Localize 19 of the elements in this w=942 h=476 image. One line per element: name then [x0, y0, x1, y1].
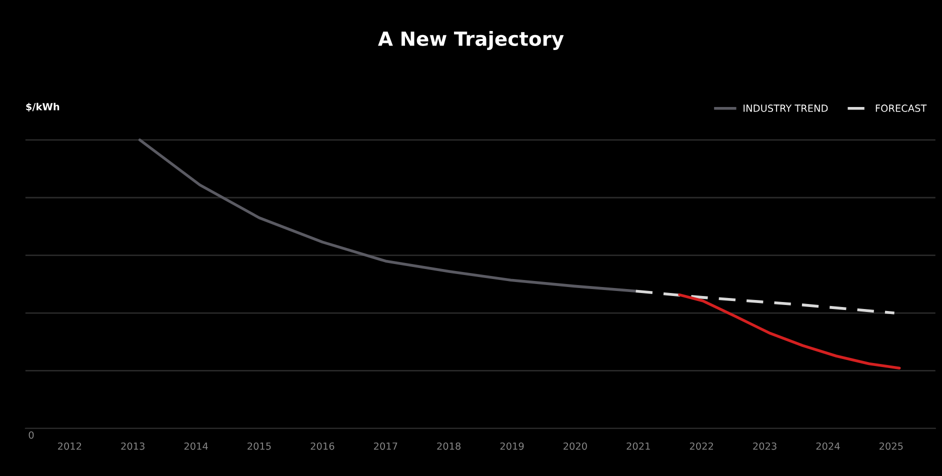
x-tick-label: 2025 [880, 442, 903, 450]
x-tick-label: 2018 [437, 442, 461, 450]
chart-title: A New Trajectory [378, 30, 564, 50]
x-tick-label: 2023 [753, 442, 776, 450]
x-tick-label: 2012 [58, 442, 82, 450]
x-tick-label: 2022 [690, 442, 713, 450]
y-axis-title: $/kWh [26, 102, 60, 112]
x-tick-label: 2015 [248, 442, 271, 450]
legend-label: INDUSTRY TREND [744, 104, 828, 112]
x-tick-label: 2014 [184, 442, 208, 450]
text: 0 [28, 431, 34, 439]
legend-label: FORECAST [876, 104, 927, 112]
x-tick-label: 2021 [626, 442, 650, 450]
x-tick-label: 2020 [564, 442, 587, 450]
x-tick-label: 2024 [816, 442, 840, 450]
x-tick-label: 2019 [500, 442, 524, 450]
x-tick-label: 2016 [310, 442, 334, 450]
x-tick-label: 2013 [121, 442, 144, 450]
x-tick-label: 2017 [374, 442, 398, 450]
